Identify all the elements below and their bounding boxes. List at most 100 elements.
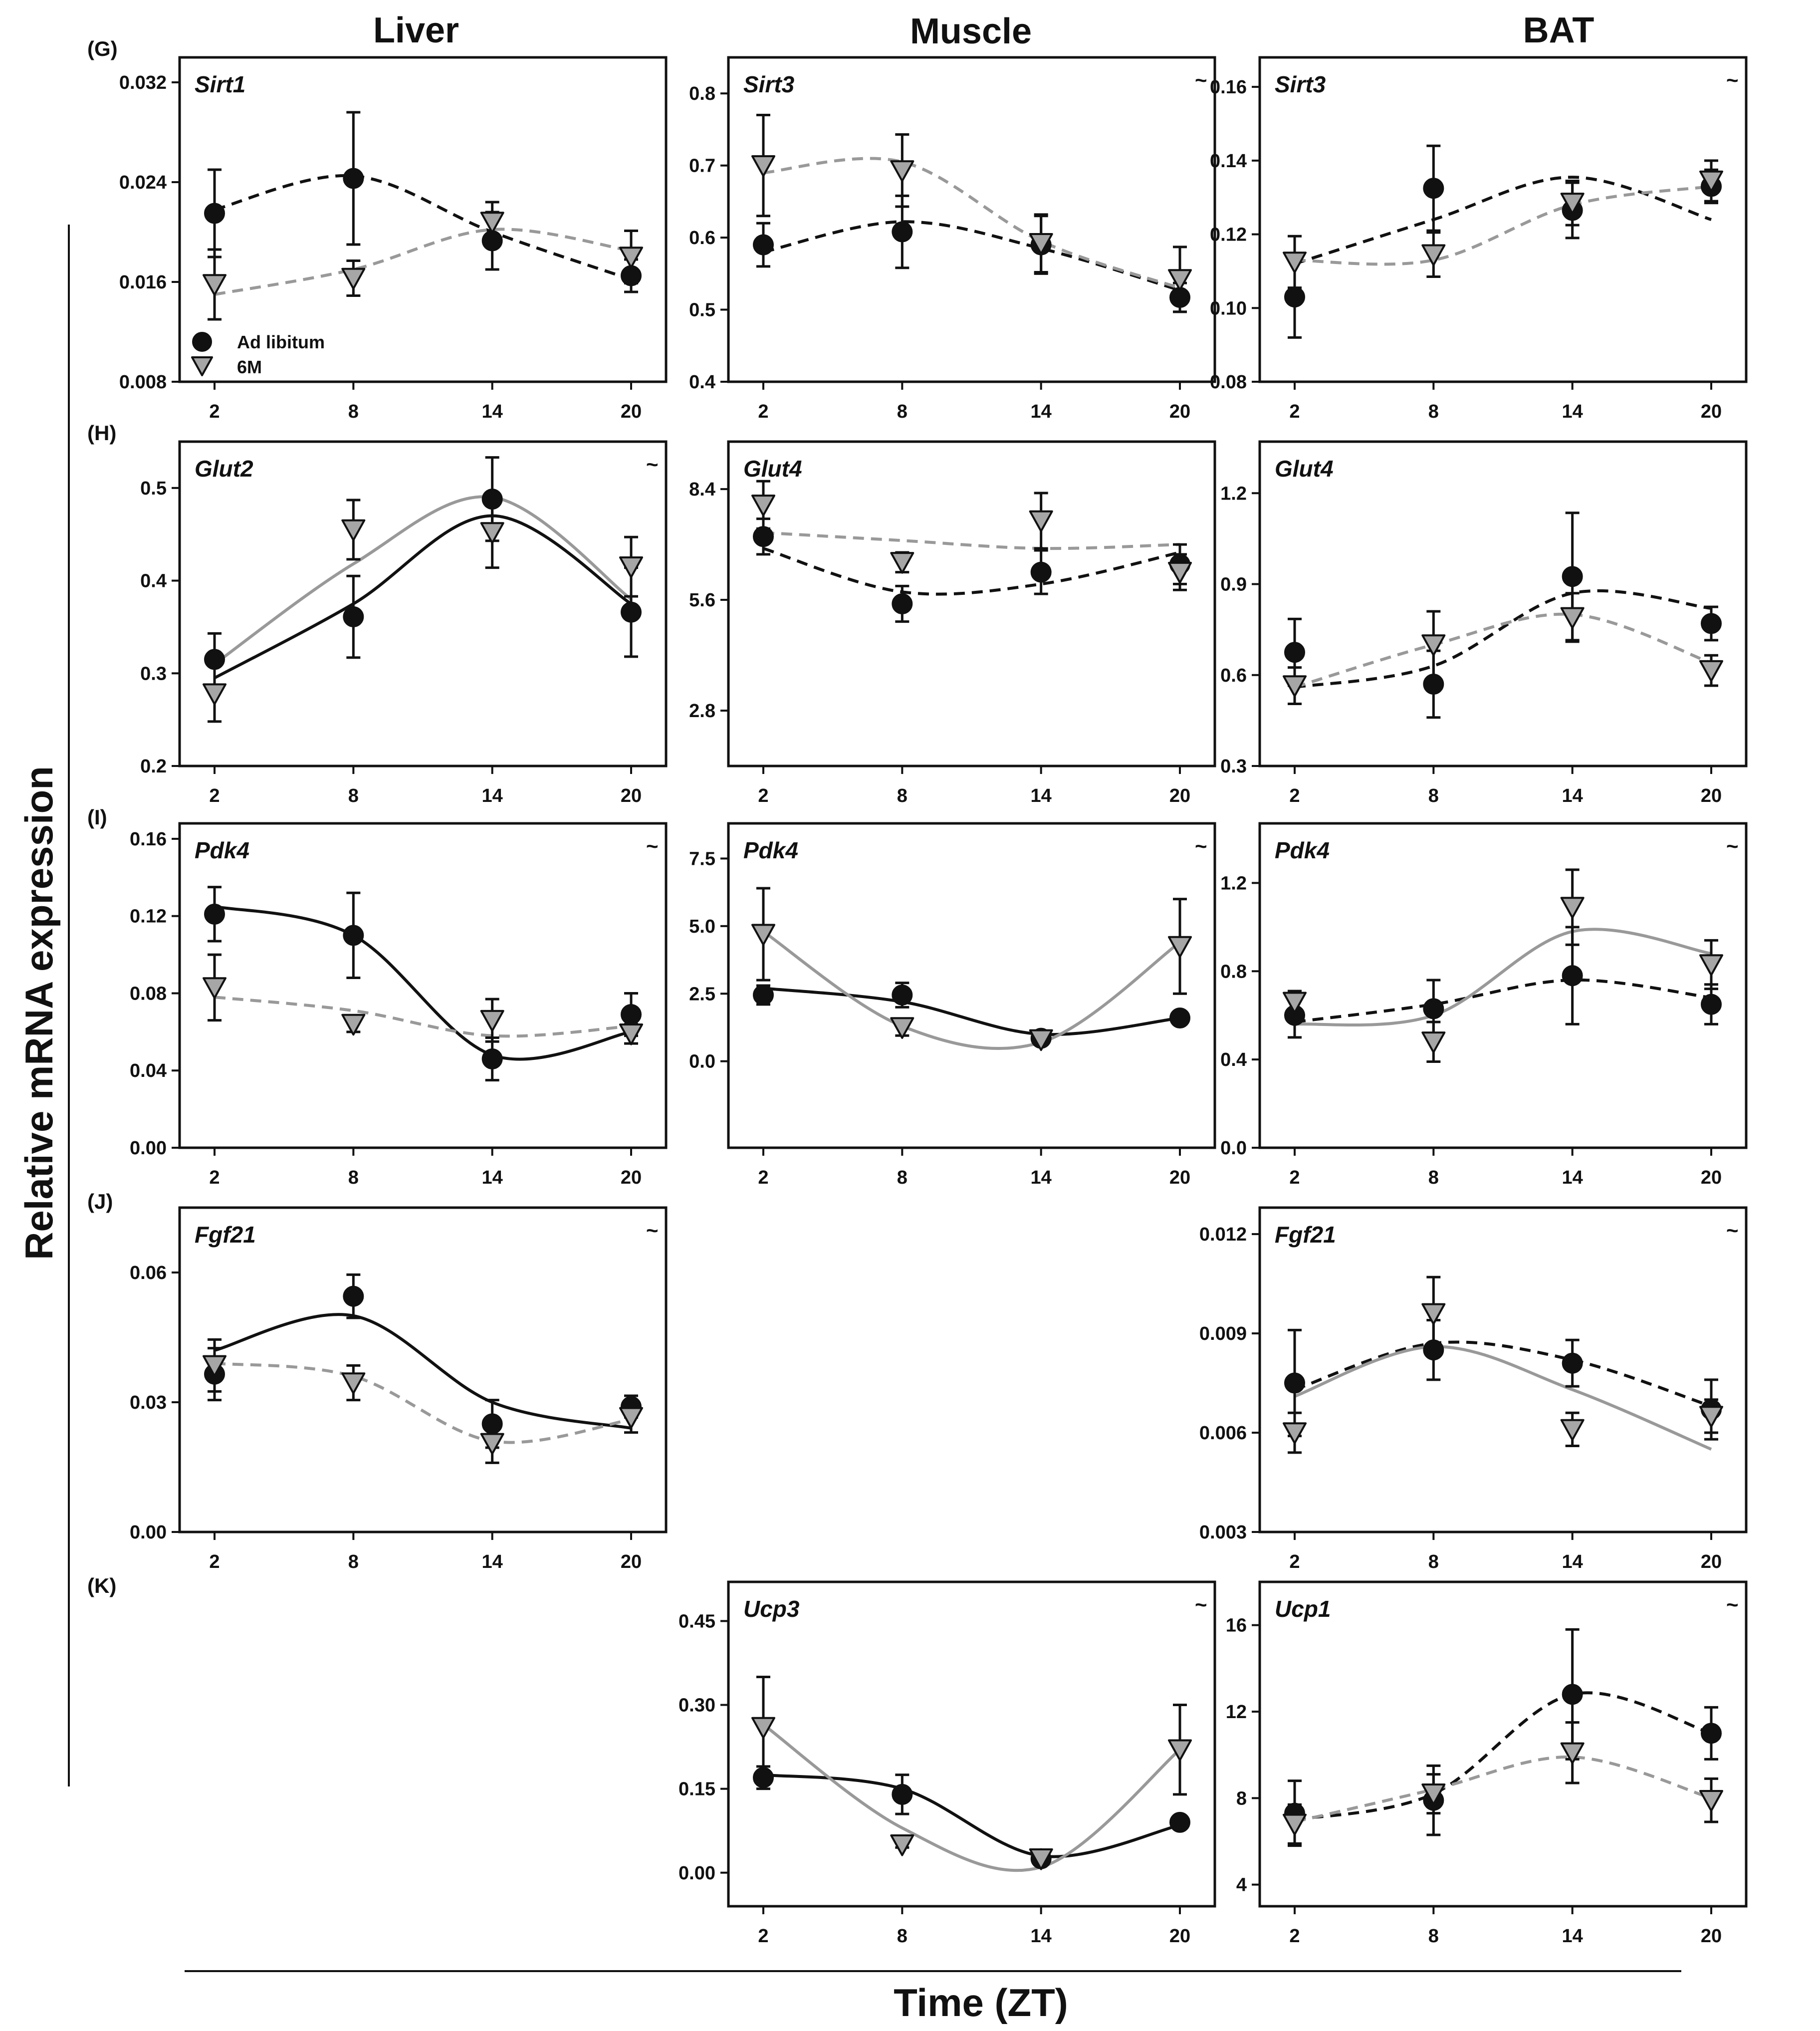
gene-label: Glut4 (1275, 456, 1334, 482)
y-tick-label: 8.4 (689, 479, 715, 500)
x-axis-title: Time (ZT) (894, 1981, 1068, 2025)
significance-tilde: ~ (1726, 68, 1739, 92)
panel-sirt3-muscle: Sirt3 ~0.4 0.5 0.6 0.7 0.8 2 8 14 20 (689, 56, 1216, 422)
x-tick-label: 2 (1289, 785, 1300, 806)
adlib-fit-curve (1294, 1340, 1712, 1408)
row-label-i: (I) (87, 805, 107, 829)
x-tick-label: 2 (758, 785, 768, 806)
sixm-data-point (1560, 897, 1585, 919)
y-axis-title: Relative mRNA expression (17, 766, 61, 1260)
sixm-data-point (1699, 1406, 1723, 1428)
sixm-data-point (1283, 992, 1307, 1014)
gene-label: Ucp1 (1275, 1596, 1331, 1622)
adlib-data-point (1562, 566, 1583, 587)
y-tick-label: 5.0 (689, 916, 715, 937)
sixm-data-point (1029, 510, 1053, 532)
significance-tilde: ~ (1195, 834, 1207, 858)
y-tick-label: 1.2 (1220, 483, 1247, 504)
gene-label: Fgf21 (1275, 1222, 1336, 1248)
x-tick-label: 2 (1289, 401, 1300, 422)
y-tick-label: 0.45 (679, 1611, 715, 1632)
gene-label: Pdk4 (743, 837, 798, 863)
x-tick-label: 20 (1701, 401, 1722, 422)
sixm-fit-curve (763, 531, 1180, 550)
adlib-fit-curve (1294, 1691, 1712, 1821)
x-tick-label: 20 (1701, 1167, 1722, 1188)
y-tick-label: 0.032 (119, 72, 167, 93)
sixm-data-point (480, 522, 504, 544)
sixm-data-point (1168, 936, 1192, 958)
plot-frame (727, 56, 1216, 383)
y-tick-label: 0.12 (1210, 225, 1247, 246)
y-tick-label: 0.4 (689, 372, 715, 393)
sixm-data-point (1029, 1029, 1053, 1051)
adlib-data-point (892, 1783, 913, 1805)
y-tick-label: 0.003 (1199, 1522, 1247, 1543)
sixm-fit-curve (1294, 185, 1712, 266)
sixm-data-point (341, 267, 366, 290)
sixm-data-point (751, 155, 775, 177)
x-tick-label: 14 (482, 785, 503, 806)
y-tick-label: 0.006 (1199, 1423, 1247, 1444)
x-tick-label: 20 (621, 1167, 642, 1188)
adlib-fit-curve (763, 1773, 1180, 1858)
panel-ucp3-muscle: Ucp3 ~0.00 0.15 0.30 0.45 2 8 14 20 (679, 1580, 1216, 1947)
sixm-data-point (751, 1717, 775, 1739)
adlib-data-point (1030, 561, 1052, 583)
y-tick-label: 0.016 (119, 272, 167, 293)
gene-label: Sirt3 (1275, 71, 1326, 97)
x-tick-label: 8 (897, 785, 908, 806)
sixm-data-point (1168, 561, 1192, 584)
y-tick-label: 0.06 (130, 1263, 167, 1283)
significance-tilde: ~ (1195, 1593, 1207, 1616)
plot-frame (1258, 1206, 1748, 1533)
sixm-data-point (480, 1433, 504, 1455)
adlib-data-point (481, 1048, 503, 1070)
sixm-data-point (751, 495, 775, 516)
gene-label: Pdk4 (1275, 837, 1330, 863)
sixm-fit-curve (762, 930, 1181, 1050)
x-tick-label: 20 (1701, 785, 1722, 806)
plot-frame (727, 822, 1216, 1149)
x-tick-label: 8 (1428, 1926, 1439, 1947)
sixm-fit-curve (1294, 928, 1712, 1027)
adlib-data-point (1701, 994, 1722, 1015)
x-tick-label: 14 (1031, 785, 1052, 806)
y-tick-label: 0.04 (130, 1060, 167, 1081)
sixm-data-point (1168, 1739, 1192, 1762)
legend-sixm-label: 6M (237, 357, 262, 377)
y-tick-label: 4 (1236, 1875, 1247, 1896)
adlib-fit-curve (1294, 176, 1712, 265)
panel-fgf21-bat: Fgf21 ~0.003 0.006 0.009 0.012 2 8 14 20 (1199, 1206, 1748, 1572)
adlib-data-point (1562, 1352, 1583, 1374)
sixm-fit-curve (214, 1362, 632, 1444)
sixm-data-point (203, 977, 227, 999)
sixm-fit-curve (762, 1723, 1181, 1872)
row-label-h: (H) (87, 421, 116, 445)
panel-sirt3-bat: Sirt3 ~0.08 0.10 0.12 0.14 0.16 2 8 14 20 (1210, 56, 1748, 422)
x-tick-label: 8 (348, 1551, 359, 1572)
legend-adlib-label: Ad libitum (237, 332, 325, 352)
significance-tilde: ~ (1195, 68, 1207, 92)
x-tick-label: 14 (482, 401, 503, 422)
sixm-data-point (341, 1372, 366, 1394)
y-tick-label: 0.16 (130, 829, 167, 850)
y-tick-label: 7.5 (689, 848, 715, 869)
sixm-data-point (890, 1017, 914, 1039)
y-tick-label: 0.8 (689, 83, 715, 104)
x-tick-label: 14 (1031, 1926, 1052, 1947)
adlib-data-point (343, 1285, 364, 1307)
significance-tilde: ~ (646, 834, 659, 858)
y-tick-label: 2.5 (689, 984, 715, 1005)
x-tick-label: 2 (209, 1167, 220, 1188)
sixm-fit-curve (214, 495, 632, 666)
adlib-data-point (1701, 1723, 1722, 1744)
adlib-data-point (343, 606, 364, 627)
legend-adlib-marker (192, 332, 212, 352)
adlib-data-point (892, 593, 913, 614)
x-tick-label: 14 (1562, 785, 1583, 806)
y-tick-label: 0.009 (1199, 1323, 1247, 1344)
sixm-fit-curve (1294, 1345, 1712, 1451)
sixm-fit-curve (1294, 1755, 1712, 1823)
adlib-data-point (343, 168, 364, 189)
